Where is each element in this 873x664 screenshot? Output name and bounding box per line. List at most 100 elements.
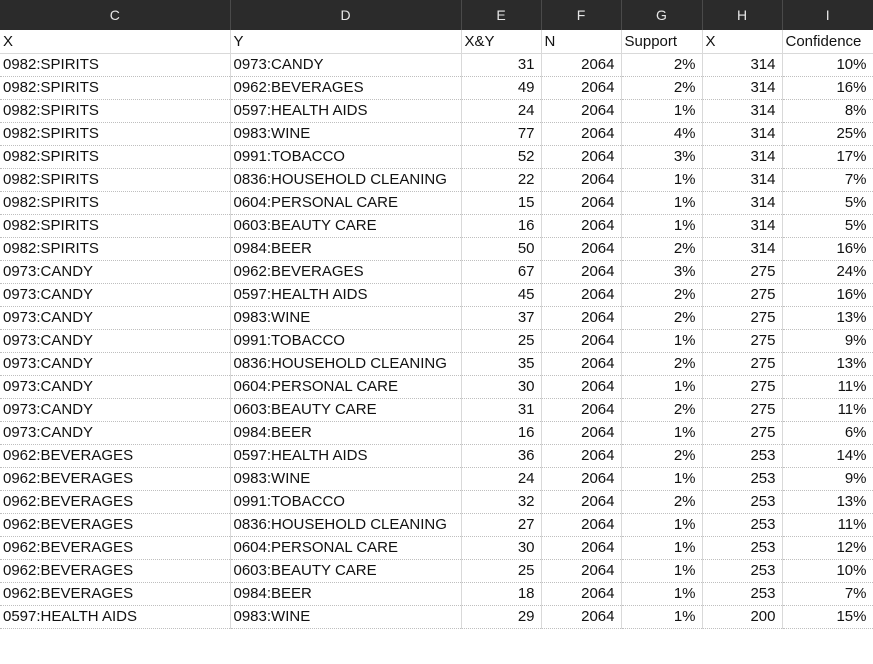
cell-xy[interactable]: 50 bbox=[461, 237, 542, 261]
column-header-e[interactable]: E bbox=[461, 0, 542, 30]
cell-y[interactable]: 0603:BEAUTY CARE bbox=[230, 559, 462, 583]
cell-confidence[interactable]: 13% bbox=[782, 352, 873, 376]
cell-xy[interactable]: 67 bbox=[461, 260, 542, 284]
cell-y[interactable]: 0991:TOBACCO bbox=[230, 490, 462, 514]
cell-y[interactable]: 0962:BEVERAGES bbox=[230, 76, 462, 100]
cell-support[interactable]: 4% bbox=[621, 122, 703, 146]
cell-y[interactable]: 0991:TOBACCO bbox=[230, 145, 462, 169]
cell-x[interactable]: 0962:BEVERAGES bbox=[0, 559, 231, 583]
cell-n[interactable]: 2064 bbox=[541, 168, 622, 192]
cell-xy[interactable]: 25 bbox=[461, 559, 542, 583]
cell-x[interactable]: 0962:BEVERAGES bbox=[0, 582, 231, 606]
cell-y[interactable]: 0604:PERSONAL CARE bbox=[230, 375, 462, 399]
cell-support[interactable]: 1% bbox=[621, 559, 703, 583]
cell-x-count[interactable]: 314 bbox=[702, 99, 783, 123]
cell-n[interactable]: 2064 bbox=[541, 237, 622, 261]
cell-x[interactable]: 0597:HEALTH AIDS bbox=[0, 605, 231, 629]
cell-n[interactable]: 2064 bbox=[541, 467, 622, 491]
cell-x-count[interactable]: 275 bbox=[702, 375, 783, 399]
cell-x-count[interactable]: 253 bbox=[702, 444, 783, 468]
cell-xy[interactable]: 24 bbox=[461, 467, 542, 491]
cell-x[interactable]: 0982:SPIRITS bbox=[0, 145, 231, 169]
cell-confidence[interactable]: 16% bbox=[782, 76, 873, 100]
cell-confidence[interactable]: 10% bbox=[782, 559, 873, 583]
cell-n[interactable]: 2064 bbox=[541, 421, 622, 445]
cell-xy[interactable]: 35 bbox=[461, 352, 542, 376]
cell-confidence[interactable]: 7% bbox=[782, 582, 873, 606]
column-header-h[interactable]: H bbox=[702, 0, 783, 30]
cell-y[interactable]: 0604:PERSONAL CARE bbox=[230, 191, 462, 215]
cell-support[interactable]: 1% bbox=[621, 467, 703, 491]
column-header-g[interactable]: G bbox=[621, 0, 703, 30]
cell-confidence[interactable]: 12% bbox=[782, 536, 873, 560]
cell-support[interactable]: 2% bbox=[621, 237, 703, 261]
cell-y[interactable]: 0984:BEER bbox=[230, 237, 462, 261]
cell-x-count[interactable]: 275 bbox=[702, 398, 783, 422]
cell-confidence[interactable]: 15% bbox=[782, 605, 873, 629]
cell-n[interactable]: 2064 bbox=[541, 99, 622, 123]
cell-n[interactable]: 2064 bbox=[541, 352, 622, 376]
header-cell-y[interactable]: Y bbox=[230, 30, 462, 54]
cell-y[interactable]: 0597:HEALTH AIDS bbox=[230, 99, 462, 123]
cell-n[interactable]: 2064 bbox=[541, 490, 622, 514]
cell-xy[interactable]: 37 bbox=[461, 306, 542, 330]
cell-x[interactable]: 0973:CANDY bbox=[0, 421, 231, 445]
cell-confidence[interactable]: 16% bbox=[782, 283, 873, 307]
header-cell-x-count[interactable]: X bbox=[702, 30, 783, 54]
cell-n[interactable]: 2064 bbox=[541, 122, 622, 146]
cell-x[interactable]: 0973:CANDY bbox=[0, 352, 231, 376]
cell-n[interactable]: 2064 bbox=[541, 306, 622, 330]
cell-xy[interactable]: 22 bbox=[461, 168, 542, 192]
cell-confidence[interactable]: 17% bbox=[782, 145, 873, 169]
header-cell-x[interactable]: X bbox=[0, 30, 231, 54]
cell-xy[interactable]: 27 bbox=[461, 513, 542, 537]
cell-x[interactable]: 0982:SPIRITS bbox=[0, 76, 231, 100]
cell-support[interactable]: 2% bbox=[621, 76, 703, 100]
cell-n[interactable]: 2064 bbox=[541, 76, 622, 100]
cell-xy[interactable]: 36 bbox=[461, 444, 542, 468]
cell-n[interactable]: 2064 bbox=[541, 444, 622, 468]
cell-xy[interactable]: 15 bbox=[461, 191, 542, 215]
cell-confidence[interactable]: 7% bbox=[782, 168, 873, 192]
cell-xy[interactable]: 16 bbox=[461, 214, 542, 238]
cell-x[interactable]: 0973:CANDY bbox=[0, 375, 231, 399]
cell-confidence[interactable]: 13% bbox=[782, 490, 873, 514]
cell-x[interactable]: 0962:BEVERAGES bbox=[0, 444, 231, 468]
cell-x[interactable]: 0973:CANDY bbox=[0, 329, 231, 353]
cell-support[interactable]: 1% bbox=[621, 168, 703, 192]
cell-confidence[interactable]: 5% bbox=[782, 214, 873, 238]
header-cell-xy[interactable]: X&Y bbox=[461, 30, 542, 54]
cell-confidence[interactable]: 11% bbox=[782, 513, 873, 537]
cell-support[interactable]: 2% bbox=[621, 398, 703, 422]
cell-x-count[interactable]: 275 bbox=[702, 283, 783, 307]
cell-y[interactable]: 0836:HOUSEHOLD CLEANING bbox=[230, 168, 462, 192]
cell-confidence[interactable]: 13% bbox=[782, 306, 873, 330]
cell-y[interactable]: 0962:BEVERAGES bbox=[230, 260, 462, 284]
cell-n[interactable]: 2064 bbox=[541, 214, 622, 238]
cell-xy[interactable]: 29 bbox=[461, 605, 542, 629]
cell-x-count[interactable]: 200 bbox=[702, 605, 783, 629]
column-header-c[interactable]: C bbox=[0, 0, 231, 30]
cell-y[interactable]: 0597:HEALTH AIDS bbox=[230, 444, 462, 468]
cell-x[interactable]: 0982:SPIRITS bbox=[0, 53, 231, 77]
cell-x-count[interactable]: 253 bbox=[702, 467, 783, 491]
cell-xy[interactable]: 30 bbox=[461, 536, 542, 560]
cell-x-count[interactable]: 275 bbox=[702, 260, 783, 284]
cell-x-count[interactable]: 275 bbox=[702, 329, 783, 353]
cell-x[interactable]: 0962:BEVERAGES bbox=[0, 513, 231, 537]
cell-xy[interactable]: 16 bbox=[461, 421, 542, 445]
cell-n[interactable]: 2064 bbox=[541, 536, 622, 560]
cell-x-count[interactable]: 314 bbox=[702, 237, 783, 261]
cell-confidence[interactable]: 9% bbox=[782, 329, 873, 353]
cell-x[interactable]: 0982:SPIRITS bbox=[0, 237, 231, 261]
cell-x[interactable]: 0962:BEVERAGES bbox=[0, 467, 231, 491]
cell-confidence[interactable]: 11% bbox=[782, 398, 873, 422]
cell-x[interactable]: 0973:CANDY bbox=[0, 283, 231, 307]
cell-x-count[interactable]: 275 bbox=[702, 352, 783, 376]
cell-confidence[interactable]: 11% bbox=[782, 375, 873, 399]
cell-x-count[interactable]: 253 bbox=[702, 559, 783, 583]
cell-x-count[interactable]: 314 bbox=[702, 122, 783, 146]
cell-support[interactable]: 3% bbox=[621, 260, 703, 284]
cell-y[interactable]: 0984:BEER bbox=[230, 582, 462, 606]
cell-y[interactable]: 0597:HEALTH AIDS bbox=[230, 283, 462, 307]
